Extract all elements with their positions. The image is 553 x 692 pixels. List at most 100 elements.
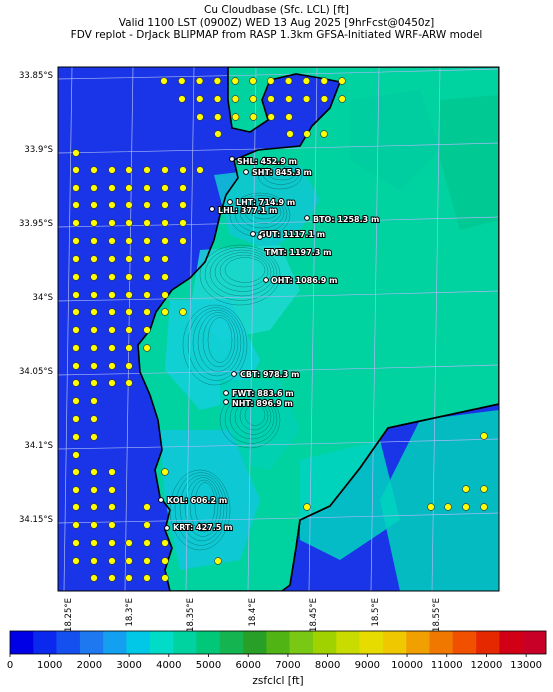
lon-gridline	[431, 67, 441, 591]
cloud-marker	[286, 130, 294, 138]
colorbar-segment	[406, 631, 430, 654]
site-label-bto: BTO: 1258.3 m	[313, 215, 379, 224]
site-label-tmt: TMT: 1197.3 m	[265, 248, 331, 257]
colorbar-tick-label: 4000	[156, 660, 181, 671]
colorbar-tick-label: 13000	[510, 660, 542, 671]
cloud-marker	[213, 95, 222, 103]
site-marker	[263, 277, 269, 283]
contour-line	[254, 205, 276, 215]
cloud-marker	[90, 433, 98, 441]
cloud-marker	[72, 201, 80, 209]
contour-line	[204, 247, 278, 301]
cloud-marker	[231, 77, 239, 85]
colorbar-tick-label: 11000	[431, 660, 463, 671]
cloud-marker	[303, 130, 311, 138]
lat-gridline	[58, 216, 499, 228]
cloud-marker	[90, 415, 98, 423]
cloud-marker	[90, 184, 98, 192]
site-marker	[164, 525, 170, 531]
cloud-marker	[161, 237, 169, 245]
cloud-marker	[214, 557, 222, 565]
land-patch	[350, 90, 440, 190]
colorbar-segment	[196, 631, 221, 654]
cloud-marker	[72, 397, 80, 405]
cloud-marker	[108, 166, 116, 174]
cloud-marker	[179, 201, 187, 209]
contour-line	[214, 252, 272, 292]
cloud-marker	[143, 557, 151, 565]
site-label-shl: SHL: 452.9 m	[237, 157, 297, 166]
colorbar-segment	[336, 631, 360, 654]
cloud-marker	[302, 77, 311, 85]
cloud-marker	[125, 379, 133, 387]
colorbar-segment	[476, 631, 500, 654]
cloud-marker	[161, 219, 169, 227]
cloud-marker	[161, 557, 169, 565]
cloud-marker	[267, 113, 275, 121]
lat-gridline	[58, 364, 499, 376]
cloud-marker	[338, 95, 346, 103]
site-label-gut: GUT: 1117.1 m	[259, 230, 325, 239]
cloud-marker	[303, 503, 311, 511]
cloud-marker	[72, 344, 80, 352]
lon-gridline	[370, 67, 380, 591]
cloud-marker	[125, 201, 133, 209]
lat-tick-label: 34.15°S	[19, 515, 53, 525]
cloud-marker	[161, 201, 169, 209]
cloud-marker	[108, 201, 116, 209]
cloud-marker	[125, 184, 133, 192]
cloud-marker	[143, 503, 151, 511]
cloud-marker	[143, 291, 151, 299]
cloud-marker	[214, 113, 222, 121]
lon-tick-label: 18.45°E	[309, 598, 319, 632]
land-patch	[300, 440, 400, 560]
cloud-marker	[72, 433, 80, 441]
cloud-marker	[90, 557, 98, 565]
site-marker	[304, 215, 310, 221]
site-labels: SHL: 452.9 m SHT: 845.3 m LHT: 714.9 mLHL:…	[158, 156, 380, 533]
contour-line	[219, 254, 269, 288]
colorbar-tick-label: 10000	[391, 660, 423, 671]
cloud-marker	[196, 166, 204, 174]
cloud-marker	[125, 255, 133, 263]
site-label-cbt: CBT: 978.3 m	[240, 370, 299, 379]
cloud-marker	[72, 362, 80, 370]
cloud-marker	[427, 503, 435, 511]
lon-gridline	[63, 67, 73, 591]
cloud-marker	[161, 255, 169, 263]
cloud-marker	[90, 362, 98, 370]
contour-line	[184, 477, 222, 537]
lon-gridline	[247, 67, 257, 591]
cloud-marker	[90, 468, 98, 476]
cloud-marker	[249, 113, 258, 121]
cloud-marker	[480, 503, 488, 511]
cloud-marker	[108, 237, 116, 245]
cloud-marker	[161, 539, 169, 547]
cloud-marker	[90, 521, 98, 529]
contour-line	[234, 399, 272, 435]
cloud-marker	[284, 77, 293, 85]
land-patch	[380, 410, 499, 591]
cloud-marker	[143, 273, 151, 281]
cloud-marker	[267, 95, 275, 103]
cloud-marker	[72, 468, 80, 476]
site-label-krt: KRT: 427.5 m	[173, 523, 232, 532]
cloud-marker	[90, 237, 98, 245]
cloud-marker	[161, 291, 169, 299]
colorbar-segment	[33, 631, 57, 654]
colorbar-segment	[243, 631, 267, 654]
cloud-marker	[90, 219, 98, 227]
cloud-marker	[143, 201, 151, 209]
cloud-marker	[90, 486, 98, 494]
contour-line	[199, 244, 281, 306]
cloud-marker	[108, 379, 116, 387]
cloud-marker	[143, 344, 151, 352]
cloud-marker	[196, 113, 204, 121]
latitude-axis: 33.85°S 33.9°S 33.95°S 34°S 34.05°S 34.1°S 34.…	[19, 71, 53, 525]
lat-tick-label: 34°S	[33, 293, 53, 303]
contour-line	[229, 396, 275, 440]
cloud-marker	[72, 184, 80, 192]
cloud-marker	[125, 237, 133, 245]
cloud-marker	[125, 362, 133, 370]
